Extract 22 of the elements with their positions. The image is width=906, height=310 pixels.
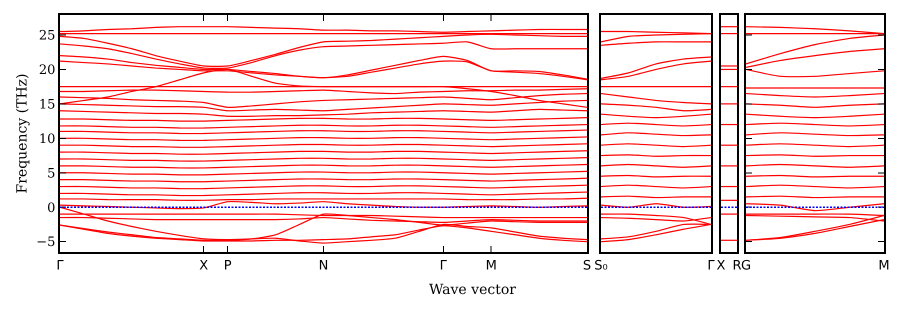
x-tick-label: N [318,258,328,274]
y-tick-label: 20 [38,62,56,78]
y-tick-label: −5 [36,235,56,250]
x-axis-title: Wave vector [429,282,516,298]
y-tick-label: 5 [47,166,56,182]
x-tick-label: X [199,258,208,274]
x-tick-label: G [740,258,752,274]
x-tick-label: Γ [707,258,716,274]
x-tick-label: Γ [56,258,64,274]
y-tick-label: 25 [38,28,56,44]
y-tick-label: 10 [38,132,56,147]
x-tick-label: S [582,258,592,274]
x-tick-label: M [878,258,890,274]
x-tick-label: S₀ [594,258,608,274]
y-tick-label: 0 [47,200,56,216]
y-tick-label: 15 [38,97,56,112]
y-axis-title: Frequency (THz) [14,73,30,194]
x-tick-label: R [732,258,742,274]
x-tick-label: M [486,258,497,274]
x-tick-label: X [716,258,726,274]
x-tick-label: Γ [440,258,448,274]
x-tick-label: P [224,258,232,274]
